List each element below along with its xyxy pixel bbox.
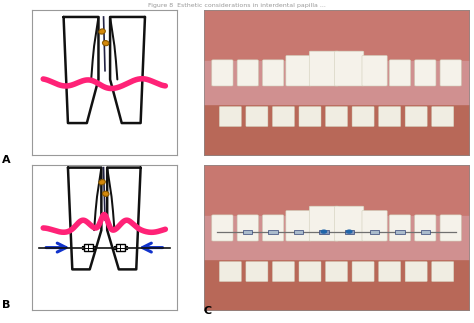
FancyBboxPatch shape bbox=[326, 107, 347, 127]
FancyBboxPatch shape bbox=[415, 215, 436, 241]
FancyBboxPatch shape bbox=[415, 60, 436, 86]
FancyBboxPatch shape bbox=[440, 60, 461, 86]
FancyBboxPatch shape bbox=[268, 230, 278, 234]
Ellipse shape bbox=[99, 180, 105, 185]
FancyBboxPatch shape bbox=[263, 215, 284, 241]
FancyBboxPatch shape bbox=[263, 60, 284, 86]
FancyBboxPatch shape bbox=[345, 230, 354, 234]
FancyBboxPatch shape bbox=[389, 60, 410, 86]
FancyBboxPatch shape bbox=[370, 230, 379, 234]
FancyBboxPatch shape bbox=[352, 262, 374, 282]
Ellipse shape bbox=[99, 29, 105, 34]
Text: A: A bbox=[2, 155, 11, 165]
FancyBboxPatch shape bbox=[309, 206, 338, 241]
FancyBboxPatch shape bbox=[237, 60, 258, 86]
FancyBboxPatch shape bbox=[319, 230, 328, 234]
Circle shape bbox=[346, 230, 352, 233]
FancyBboxPatch shape bbox=[273, 107, 294, 127]
FancyBboxPatch shape bbox=[335, 206, 364, 241]
FancyBboxPatch shape bbox=[405, 107, 427, 127]
FancyBboxPatch shape bbox=[440, 215, 461, 241]
Text: B: B bbox=[2, 300, 11, 310]
FancyBboxPatch shape bbox=[326, 262, 347, 282]
FancyBboxPatch shape bbox=[116, 244, 125, 251]
FancyBboxPatch shape bbox=[299, 262, 321, 282]
FancyBboxPatch shape bbox=[395, 230, 405, 234]
FancyBboxPatch shape bbox=[246, 107, 268, 127]
FancyBboxPatch shape bbox=[286, 211, 311, 241]
FancyBboxPatch shape bbox=[237, 215, 258, 241]
FancyBboxPatch shape bbox=[309, 51, 338, 86]
FancyBboxPatch shape bbox=[432, 107, 454, 127]
FancyBboxPatch shape bbox=[379, 262, 401, 282]
FancyBboxPatch shape bbox=[286, 56, 311, 86]
FancyBboxPatch shape bbox=[432, 262, 454, 282]
FancyBboxPatch shape bbox=[405, 262, 427, 282]
FancyBboxPatch shape bbox=[219, 262, 241, 282]
Text: C: C bbox=[204, 306, 212, 316]
FancyBboxPatch shape bbox=[352, 107, 374, 127]
Ellipse shape bbox=[102, 191, 109, 196]
FancyBboxPatch shape bbox=[389, 215, 410, 241]
FancyBboxPatch shape bbox=[362, 211, 387, 241]
FancyBboxPatch shape bbox=[246, 262, 268, 282]
Text: Figure 8  Esthetic considerations in interdental papilla ...: Figure 8 Esthetic considerations in inte… bbox=[148, 3, 326, 8]
FancyBboxPatch shape bbox=[273, 262, 294, 282]
FancyBboxPatch shape bbox=[420, 230, 430, 234]
FancyBboxPatch shape bbox=[335, 51, 364, 86]
FancyBboxPatch shape bbox=[362, 56, 387, 86]
FancyBboxPatch shape bbox=[243, 230, 253, 234]
FancyBboxPatch shape bbox=[212, 60, 233, 86]
FancyBboxPatch shape bbox=[212, 215, 233, 241]
FancyBboxPatch shape bbox=[299, 107, 321, 127]
Circle shape bbox=[321, 230, 327, 233]
Ellipse shape bbox=[102, 41, 109, 46]
FancyBboxPatch shape bbox=[84, 244, 92, 251]
FancyBboxPatch shape bbox=[219, 107, 241, 127]
FancyBboxPatch shape bbox=[379, 107, 401, 127]
FancyBboxPatch shape bbox=[294, 230, 303, 234]
